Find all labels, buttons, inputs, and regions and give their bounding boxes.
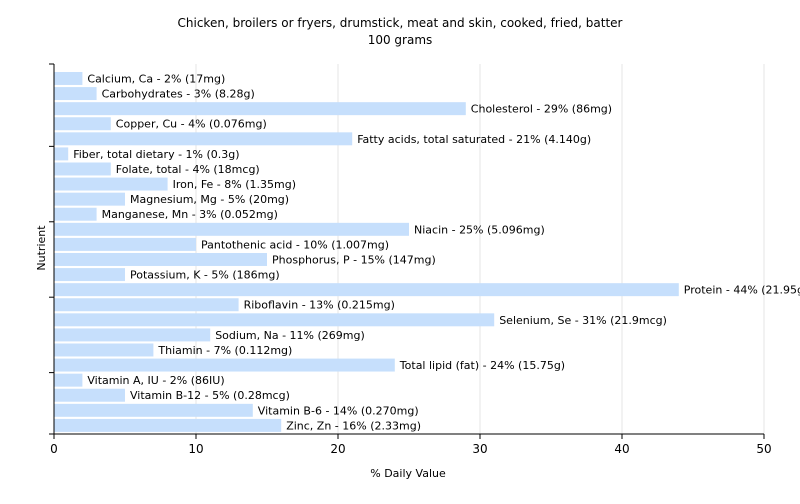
x-tick-label: 30 (472, 442, 487, 456)
bar-label: Sodium, Na - 11% (269mg) (215, 329, 365, 342)
bar (54, 72, 83, 85)
x-tick-label: 50 (756, 442, 771, 456)
bar-label: Vitamin B-12 - 5% (0.28mcg) (130, 389, 290, 402)
bar (54, 373, 83, 387)
bar (54, 147, 69, 161)
bar-label: Fiber, total dietary - 1% (0.3g) (73, 148, 239, 161)
bar (54, 87, 97, 101)
bar-label: Zinc, Zn - 16% (2.33mg) (286, 419, 421, 432)
x-axis-label: % Daily Value (370, 467, 446, 480)
bar (54, 403, 253, 417)
bar-label: Vitamin A, IU - 2% (86IU) (87, 374, 224, 387)
bar (54, 117, 111, 131)
bar (54, 237, 196, 251)
axes: 0 10 20 30 40 50 (49, 63, 772, 456)
bar (54, 313, 495, 327)
bar (54, 268, 125, 282)
bar (54, 177, 168, 191)
bar (54, 388, 125, 402)
bar (54, 298, 239, 312)
bar-label: Iron, Fe - 8% (1.35mg) (173, 178, 296, 191)
bar (54, 343, 154, 357)
bar (54, 162, 111, 176)
bar (54, 207, 97, 221)
bar-label: Cholesterol - 29% (86mg) (471, 103, 612, 116)
bar-label: Fatty acids, total saturated - 21% (4.14… (357, 133, 591, 146)
x-tick-label: 10 (188, 442, 203, 456)
gridlines (195, 64, 765, 434)
bar-label: Carbohydrates - 3% (8.28g) (102, 88, 255, 101)
bar-label: Folate, total - 4% (18mcg) (116, 163, 260, 176)
bar-label: Pantothenic acid - 10% (1.007mg) (201, 238, 389, 251)
bar (54, 358, 395, 372)
bar-label: Selenium, Se - 31% (21.9mcg) (499, 314, 667, 327)
bar (54, 192, 125, 206)
bar-label: Magnesium, Mg - 5% (20mg) (130, 193, 289, 206)
bar (54, 253, 267, 266)
bar-label: Protein - 44% (21.95g) (684, 284, 800, 297)
bar-label: Potassium, K - 5% (186mg) (130, 269, 280, 282)
x-tick-label: 40 (614, 442, 629, 456)
bars: Calcium, Ca - 2% (17mg) Carbohydrates - 3… (54, 72, 800, 432)
bar-label: Thiamin - 7% (0.112mg) (157, 344, 292, 357)
bar-label: Phosphorus, P - 15% (147mg) (272, 253, 436, 266)
bar (54, 283, 679, 297)
bar (54, 132, 353, 146)
x-tick-label: 20 (330, 442, 345, 456)
y-axis-label: Nutrient (35, 225, 48, 271)
bar-label: Manganese, Mn - 3% (0.052mg) (102, 208, 278, 221)
bar (54, 102, 466, 116)
chart-subtitle: 100 grams (368, 33, 433, 47)
bar (54, 222, 409, 236)
bar-label: Riboflavin - 13% (0.215mg) (244, 299, 395, 312)
chart-title: Chicken, broilers or fryers, drumstick, … (178, 16, 623, 30)
bar (54, 418, 282, 432)
x-tick-label: 0 (50, 442, 58, 456)
bar-label: Niacin - 25% (5.096mg) (414, 223, 545, 236)
bar-label: Vitamin B-6 - 14% (0.270mg) (258, 404, 419, 417)
bar-label: Calcium, Ca - 2% (17mg) (87, 72, 225, 85)
bar-label: Copper, Cu - 4% (0.076mg) (116, 118, 267, 131)
bar-label: Total lipid (fat) - 24% (15.75g) (399, 359, 565, 372)
bar (54, 328, 211, 342)
